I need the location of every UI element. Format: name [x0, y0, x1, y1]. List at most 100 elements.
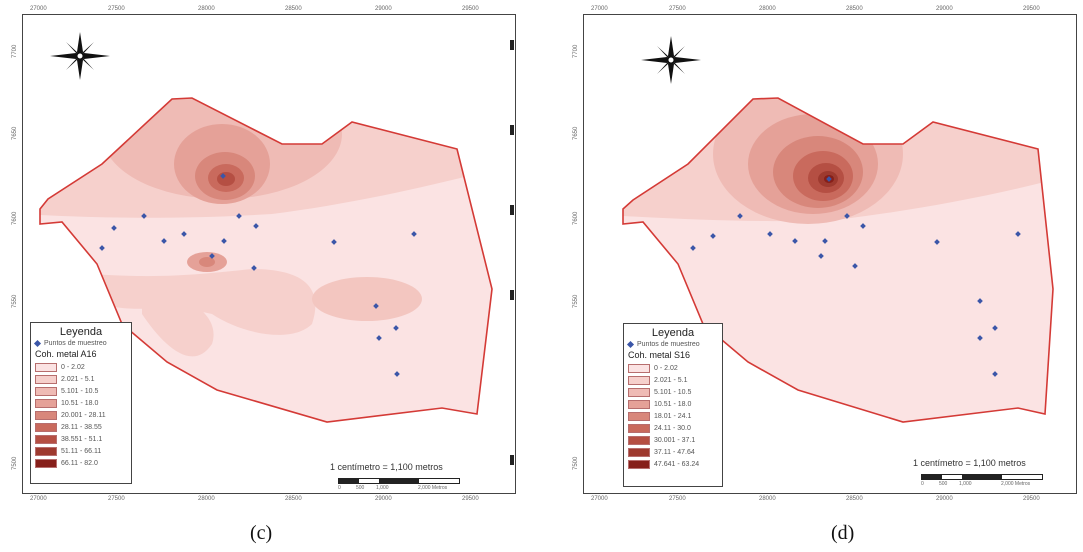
legend-point-entry: Puntos de muestreo: [33, 339, 127, 348]
tick-y: 7650: [12, 126, 18, 140]
legend-class-label: 0 - 2.02: [654, 364, 678, 372]
legend-class-row: 0 - 2.02: [628, 362, 718, 374]
legend-class-row: 38.551 - 51.1: [35, 433, 127, 445]
legend-swatch: [35, 434, 57, 444]
legend-class-label: 38.551 - 51.1: [61, 435, 103, 443]
legend-class-row: 10.51 - 18.0: [35, 397, 127, 409]
map-legend: Leyenda Puntos de muestreo Coh. metal S1…: [623, 323, 723, 487]
legend-class-row: 18.01 - 24.1: [628, 410, 718, 422]
legend-class-label: 2.021 - 5.1: [654, 376, 688, 384]
legend-class-row: 2.021 - 5.1: [628, 374, 718, 386]
legend-point-label: Puntos de muestreo: [637, 341, 700, 348]
legend-class-label: 10.51 - 18.0: [654, 400, 692, 408]
legend-swatch: [35, 362, 57, 372]
legend-class-label: 37.11 - 47.64: [654, 448, 695, 456]
legend-class-label: 28.11 - 38.55: [61, 423, 102, 431]
compass-rose-icon: [50, 32, 110, 80]
legend-class-row: 5.101 - 10.5: [35, 385, 127, 397]
tick-y: 7550: [573, 294, 579, 308]
tick-x: 29500: [1023, 496, 1040, 502]
legend-class-row: 0 - 2.02: [35, 361, 127, 373]
tick-x: 29000: [936, 6, 953, 12]
legend-subtitle: Coh. metal S16: [628, 350, 691, 360]
tick-x: 27500: [108, 496, 125, 502]
map-legend: Leyenda Puntos de muestreo Coh. metal A1…: [30, 322, 132, 484]
tick-y: 7500: [12, 456, 18, 470]
tick-mark: [510, 455, 514, 465]
legend-swatch: [35, 446, 57, 456]
legend-swatch: [628, 459, 650, 469]
legend-class-row: 30.001 - 37.1: [628, 434, 718, 446]
legend-swatch: [35, 422, 57, 432]
tick-x: 29000: [375, 6, 392, 12]
legend-class-label: 47.641 - 63.24: [654, 460, 700, 468]
legend-class-row: 2.021 - 5.1: [35, 373, 127, 385]
legend-swatch: [35, 410, 57, 420]
sampling-points: [690, 176, 1021, 377]
legend-swatch: [628, 423, 650, 433]
legend-class-label: 30.001 - 37.1: [654, 436, 696, 444]
legend-class-label: 20.001 - 28.11: [61, 411, 106, 419]
legend-class-row: 20.001 - 28.11: [35, 409, 127, 421]
sampling-points: [99, 173, 417, 377]
legend-point-entry: Puntos de muestreo: [626, 340, 718, 349]
scale-label: 2,000 Metros: [418, 485, 448, 491]
scale-label: 500: [939, 481, 948, 487]
tick-x: 27000: [591, 6, 608, 12]
study-area-boundary: [39, 97, 493, 423]
legend-class-row: 37.11 - 47.64: [628, 446, 718, 458]
tick-y: 7600: [12, 211, 18, 225]
sample-point-icon: [33, 339, 42, 348]
tick-x: 27000: [30, 496, 47, 502]
figure-caption: (c): [250, 522, 273, 544]
tick-mark: [510, 125, 514, 135]
tick-y: 7500: [573, 456, 579, 470]
legend-swatch: [628, 435, 650, 445]
legend-class-label: 10.51 - 18.0: [61, 399, 99, 407]
legend-classes: 0 - 2.02 2.021 - 5.1 5.101 - 10.5 10.51 - 1…: [35, 361, 127, 469]
tick-x: 27000: [591, 496, 608, 502]
scale-label: 500: [356, 485, 365, 491]
legend-class-label: 2.021 - 5.1: [61, 375, 95, 383]
legend-swatch: [35, 458, 57, 468]
tick-y: 7550: [12, 294, 18, 308]
scale-text: 1 centímetro = 1,100 metros: [330, 462, 443, 472]
tick-mark: [510, 290, 514, 300]
legend-class-label: 5.101 - 10.5: [654, 388, 692, 396]
legend-class-label: 66.11 - 82.0: [61, 459, 98, 467]
scale-label: 2,000 Metros: [1001, 481, 1031, 487]
legend-class-label: 0 - 2.02: [61, 363, 85, 371]
interpolation-map: [39, 32, 493, 423]
legend-class-row: 24.11 - 30.0: [628, 422, 718, 434]
tick-x: 27500: [669, 496, 686, 502]
legend-class-row: 66.11 - 82.0: [35, 457, 127, 469]
tick-x: 28000: [759, 496, 776, 502]
scale-label: 0: [921, 481, 924, 487]
legend-class-row: 10.51 - 18.0: [628, 398, 718, 410]
scale-text: 1 centímetro = 1,100 metros: [913, 458, 1026, 468]
tick-y: 7700: [573, 44, 579, 58]
legend-class-label: 18.01 - 24.1: [654, 412, 692, 420]
tick-x: 29500: [462, 496, 479, 502]
legend-class-row: 51.11 - 66.11: [35, 445, 127, 457]
tick-x: 27000: [30, 6, 47, 12]
legend-class-row: 5.101 - 10.5: [628, 386, 718, 398]
legend-class-row: 47.641 - 63.24: [628, 458, 718, 470]
legend-swatch: [35, 398, 57, 408]
tick-x: 29500: [1023, 6, 1040, 12]
tick-y: 7700: [12, 44, 18, 58]
legend-subtitle: Coh. metal A16: [35, 349, 97, 359]
tick-x: 27500: [108, 6, 125, 12]
tick-x: 28000: [198, 6, 215, 12]
legend-point-label: Puntos de muestreo: [44, 340, 107, 347]
map-panel-c: 27000 27500 28000 28500 29000 29500 2700…: [0, 0, 520, 552]
legend-swatch: [628, 363, 650, 373]
scale-label: 1,000: [959, 481, 972, 487]
tick-x: 29000: [375, 496, 392, 502]
tick-mark: [510, 205, 514, 215]
legend-title: Leyenda: [651, 327, 695, 339]
legend-swatch: [628, 387, 650, 397]
tick-x: 28000: [759, 6, 776, 12]
legend-swatch: [628, 411, 650, 421]
scale-bar: [921, 474, 1043, 480]
